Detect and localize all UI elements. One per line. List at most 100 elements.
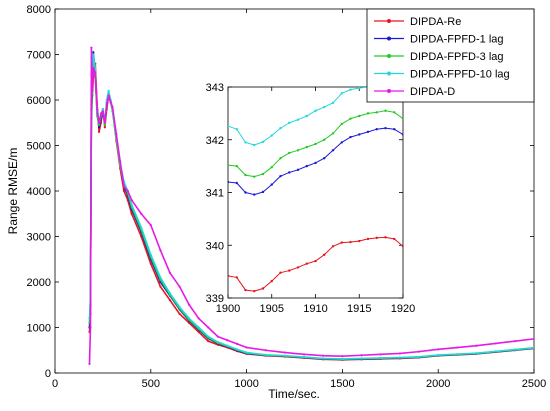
main-series-point-dipda-d — [105, 103, 108, 106]
inset-series-point-series-0 — [384, 236, 387, 239]
main-series-point-dipda-fpfd-10-lag — [245, 351, 248, 354]
inset-series-point-series-2 — [253, 175, 256, 178]
inset-ticks: 1900 1905 1910 1915 1920 339 340 341 342 343 — [206, 82, 416, 315]
inset-series-point-series-0 — [288, 269, 291, 272]
main-series-dipda-d — [88, 46, 534, 365]
inset-series-point-series-3 — [279, 126, 282, 130]
inset-series-point-series-0 — [244, 288, 247, 292]
inset-series-series-0 — [228, 236, 403, 293]
inset-series-point-series-2 — [228, 163, 230, 167]
inset-series-point-series-1 — [296, 168, 300, 172]
inset-series-point-series-3 — [296, 118, 300, 121]
main-series-point-dipda-fpfd-10-lag — [341, 357, 344, 360]
main-series-point-dipda-fpfd-10-lag — [207, 335, 210, 338]
main-series-point-dipda-d — [398, 352, 401, 355]
main-series-point-dipda-d — [88, 362, 91, 365]
inset-series-point-series-0 — [340, 241, 343, 244]
main-series-point-dipda-d — [168, 271, 172, 274]
main-series-point-dipda-re — [168, 299, 172, 302]
inset-x-tick-label: 1910 — [303, 303, 327, 315]
inset-y-tick-label: 342 — [206, 135, 224, 147]
main-series-point-dipda-fpfd-10-lag — [475, 352, 478, 355]
main-series-point-dipda-d — [417, 350, 421, 353]
main-series-point-dipda-re — [103, 126, 106, 129]
main-series-point-dipda-fpfd-3-lag — [97, 123, 101, 127]
inset-series-point-series-1 — [305, 164, 308, 168]
inset-series-point-series-1 — [253, 193, 256, 196]
inset-series-point-series-3 — [235, 128, 238, 131]
inset-series-point-series-2 — [340, 122, 343, 126]
main-series-point-dipda-fpfd-10-lag — [283, 354, 287, 357]
inset-y-tick-label: 339 — [206, 293, 224, 305]
inset-series-point-series-0 — [296, 266, 300, 269]
main-series-point-dipda-fpfd-10-lag — [302, 355, 306, 359]
main-series-point-dipda-fpfd-10-lag — [159, 276, 162, 279]
legend-label-dipda-fpfd-3-lag: DIPDA-FPFD-3 lag — [410, 51, 504, 63]
inset-series-point-series-0 — [279, 271, 282, 274]
inset-series-point-series-0 — [366, 237, 370, 241]
inset-series-point-series-2 — [270, 165, 273, 169]
main-series-point-dipda-re — [159, 285, 162, 288]
main-series-point-dipda-d — [103, 121, 106, 124]
inset-series-point-series-3 — [253, 143, 256, 147]
main-y-tick-label: 1000 — [27, 323, 51, 335]
main-series-point-dipda-fpfd-10-lag — [149, 253, 152, 256]
inset-series-series-2 — [228, 109, 403, 178]
inset-series-point-series-1 — [375, 128, 378, 131]
main-series-point-dipda-fpfd-10-lag — [188, 317, 191, 320]
inset-series-point-series-2 — [288, 151, 291, 155]
inset-series-point-series-1 — [314, 161, 317, 165]
main-series-point-dipda-fpfd-10-lag — [437, 353, 440, 357]
main-series-point-dipda-d — [322, 354, 325, 357]
inset-y-tick-label: 341 — [206, 188, 224, 200]
inset-series-series-3 — [228, 87, 403, 147]
main-series-point-dipda-d — [90, 46, 93, 49]
inset-series-point-series-0 — [314, 259, 317, 263]
main-series-point-dipda-d — [178, 285, 181, 288]
main-series-point-dipda-re — [122, 189, 126, 193]
inset-series-point-series-1 — [401, 133, 403, 136]
inset-series-point-series-1 — [228, 180, 230, 184]
inset-series-point-series-1 — [358, 133, 361, 136]
main-series-point-dipda-d — [97, 121, 101, 124]
inset-series-point-series-2 — [393, 111, 396, 114]
legend-label-dipda-fpfd-10-lag: DIPDA-FPFD-10 lag — [410, 69, 510, 81]
legend-marker-dipda-fpfd-3-lag — [387, 54, 391, 58]
main-series-point-dipda-d — [126, 189, 129, 193]
inset-series-point-series-1 — [366, 130, 370, 134]
main-series-point-dipda-fpfd-10-lag — [264, 353, 267, 356]
main-series-point-dipda-d — [456, 346, 459, 349]
inset-x-tick-label: 1915 — [347, 303, 371, 315]
main-series-point-dipda-d — [532, 337, 534, 340]
y-axis-label: Range RMSE/m — [6, 148, 20, 235]
main-series-point-dipda-d — [96, 108, 99, 111]
main-x-tick-label: 0 — [52, 378, 58, 390]
inset-series-point-series-2 — [375, 111, 378, 114]
main-series-point-dipda-fpfd-10-lag — [235, 348, 239, 351]
inset-series-point-series-1 — [340, 141, 343, 144]
inset-series-group — [228, 87, 403, 293]
main-series-point-dipda-re — [207, 340, 210, 343]
inset-series-point-series-3 — [323, 105, 326, 109]
main-series-point-dipda-fpfd-10-lag — [456, 353, 459, 356]
main-series-point-dipda-d — [149, 224, 152, 227]
main-series-point-dipda-d — [302, 353, 306, 356]
main-series-point-dipda-fpfd-10-lag — [92, 53, 95, 56]
inset-series-point-series-0 — [401, 245, 403, 248]
main-series-point-dipda-fpfd-10-lag — [513, 348, 516, 351]
main-series-point-dipda-d — [89, 326, 92, 329]
inset-series-point-series-0 — [261, 287, 265, 290]
main-series-point-dipda-d — [475, 344, 478, 347]
inset-series-point-series-2 — [323, 138, 326, 141]
main-series-point-dipda-d — [437, 348, 440, 351]
inset-series-point-series-0 — [323, 253, 326, 256]
main-y-tick-label: 6000 — [27, 95, 51, 107]
main-series-point-dipda-d — [107, 94, 110, 97]
main-series-point-dipda-fpfd-10-lag — [216, 340, 219, 344]
inset-series-point-series-0 — [375, 236, 378, 240]
inset-series-point-series-3 — [244, 141, 247, 144]
main-series-point-dipda-fpfd-10-lag — [417, 355, 421, 358]
main-series-point-dipda-d — [360, 354, 363, 357]
main-y-tick-label: 7000 — [27, 50, 51, 62]
inset-series-point-series-2 — [384, 109, 387, 112]
